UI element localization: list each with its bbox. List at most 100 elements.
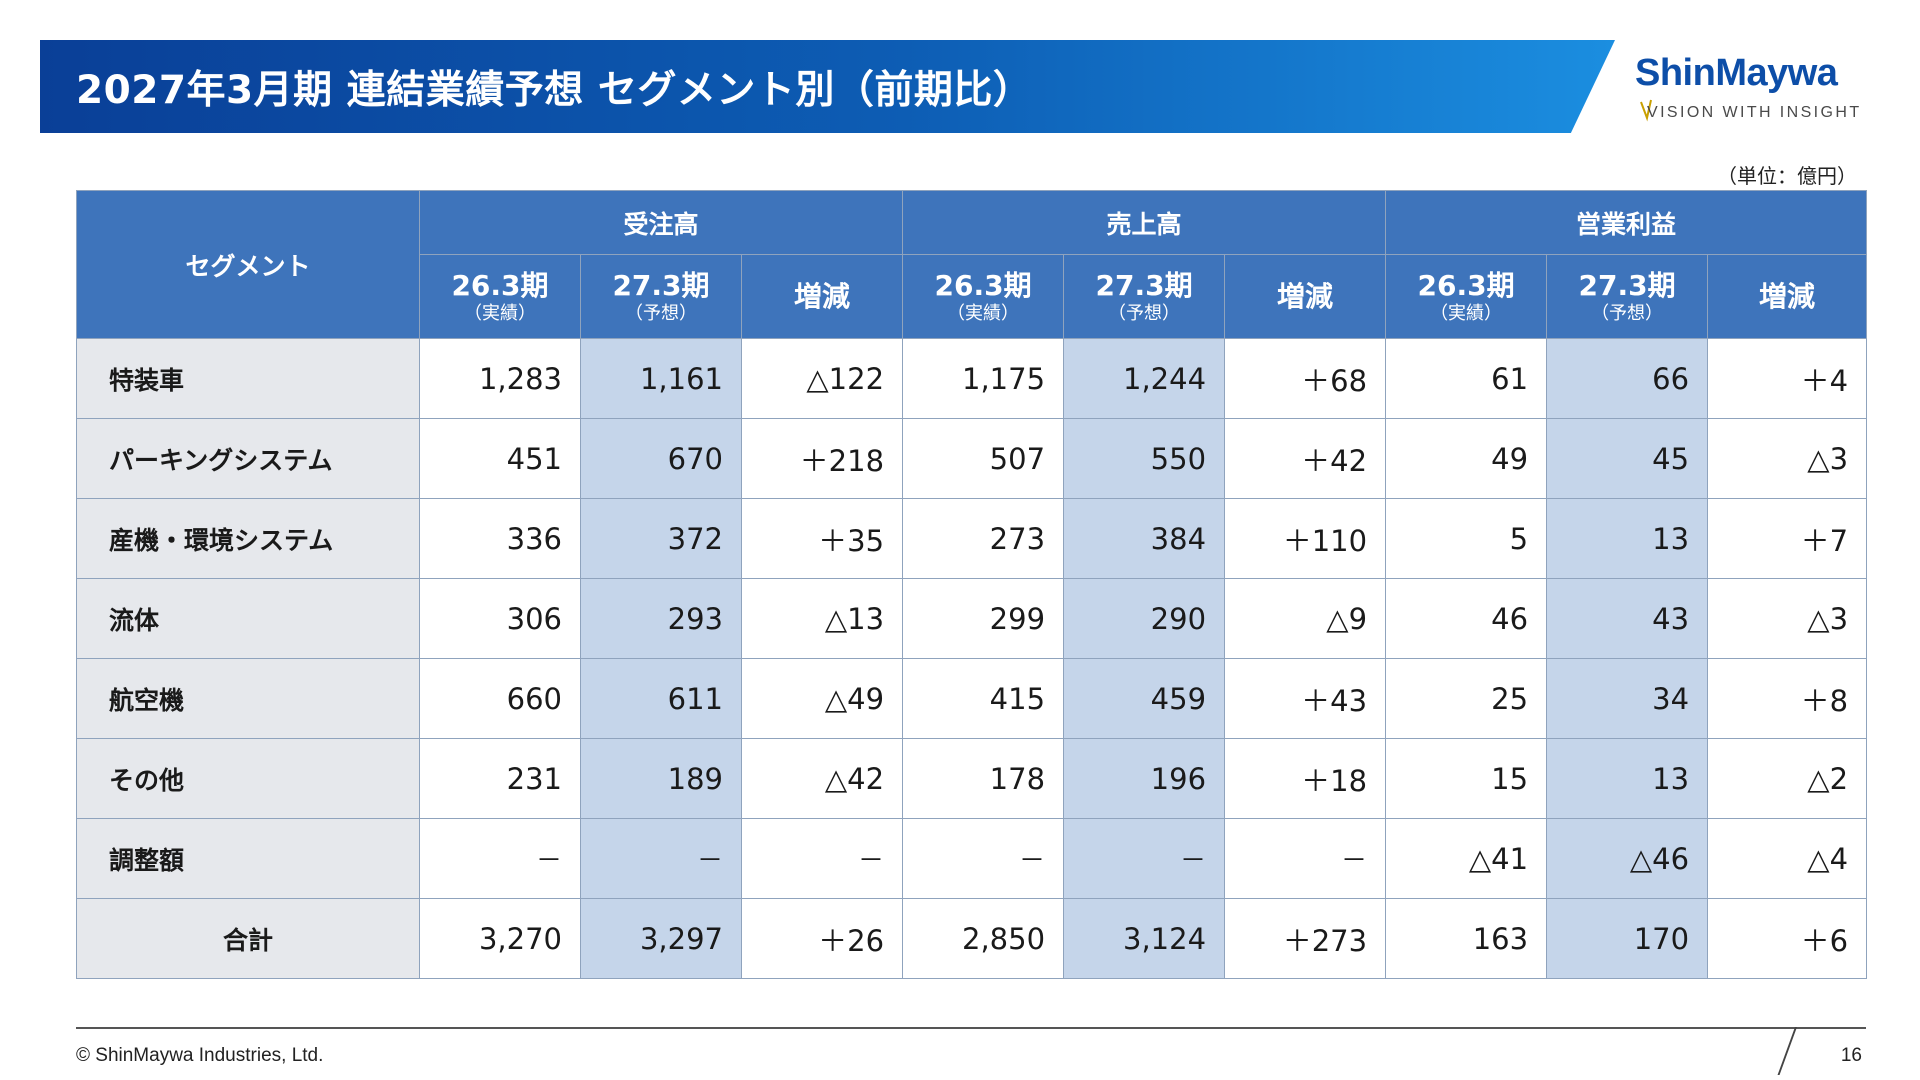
value-cell: △3: [1707, 578, 1868, 659]
value-cell: 1,175: [902, 338, 1065, 419]
value-cell: △13: [740, 578, 904, 659]
sub-header-note: （実績）: [1430, 302, 1503, 324]
sub-header-forecast: 27.3期 （予想）: [580, 254, 742, 339]
company-logo: ShinMaywa VISION WITH INSIGHT: [1635, 52, 1875, 127]
sub-header-forecast: 27.3期 （予想）: [1546, 254, 1709, 339]
sub-header-row: 26.3期 （実績） 27.3期 （予想） 増減 26.3期 （実績） 27.3期 （予想） 増減…: [77, 254, 1868, 339]
value-cell: 13: [1546, 738, 1709, 819]
value-cell: △122: [740, 338, 904, 419]
sub-header-change: 増減: [1224, 254, 1387, 339]
value-cell: 451: [419, 418, 581, 499]
value-cell: 372: [580, 498, 742, 579]
logo-swoosh-icon: [1640, 99, 1652, 122]
value-cell: 178: [902, 738, 1065, 819]
title-band: 2027年3月期 連結業績予想 セグメント別（前期比）: [40, 40, 1615, 133]
value-cell: 459: [1063, 658, 1226, 739]
segment-name-cell: 産機・環境システム: [76, 498, 420, 579]
value-cell: 196: [1063, 738, 1226, 819]
table-row: 調整額－－－－－－ △41 △46 △4: [76, 818, 1868, 899]
value-cell: ＋7: [1707, 498, 1868, 579]
value-cell: 550: [1063, 418, 1226, 499]
value-cell: 189: [580, 738, 742, 819]
value-cell: －: [1224, 818, 1387, 899]
unit-label: （単位：億円）: [1717, 164, 1857, 188]
table-body: 特装車 1,283 1,161 △122 1,175 1,244 ＋68 61 66 ＋4 パーキン…: [76, 338, 1868, 979]
segment-name-cell: その他: [76, 738, 420, 819]
table-header: セグメント 受注高 売上高 営業利益 26.3期 （実績） 27.3期 （予想） 増減 2…: [76, 190, 1868, 339]
footer-divider: [76, 1027, 1866, 1029]
value-cell: －: [580, 818, 742, 899]
value-cell: 25: [1385, 658, 1548, 739]
value-cell: ＋6: [1707, 898, 1868, 979]
value-cell: －: [1063, 818, 1226, 899]
sub-header-note: （予想）: [625, 302, 697, 324]
group-header-sales: 売上高: [902, 190, 1387, 255]
sub-header-period: 増減: [1277, 279, 1334, 313]
value-cell: 5: [1385, 498, 1548, 579]
value-cell: 3,297: [580, 898, 742, 979]
value-cell: 293: [580, 578, 742, 659]
value-cell: 670: [580, 418, 742, 499]
value-cell: △42: [740, 738, 904, 819]
value-cell: ＋42: [1224, 418, 1387, 499]
value-cell: 49: [1385, 418, 1548, 499]
table-row: 合計 3,270 3,297 ＋26 2,850 3,124 ＋273 163 170 ＋6: [76, 898, 1868, 979]
value-cell: 1,244: [1063, 338, 1226, 419]
value-cell: 45: [1546, 418, 1709, 499]
value-cell: △41: [1385, 818, 1548, 899]
sub-header-change: 増減: [740, 254, 904, 339]
value-cell: 61: [1385, 338, 1548, 419]
value-cell: ＋218: [740, 418, 904, 499]
sub-header-note: （実績）: [947, 302, 1020, 324]
group-header-operating-income: 営業利益: [1385, 190, 1868, 255]
value-cell: △3: [1707, 418, 1868, 499]
sub-header-note: （予想）: [1108, 302, 1181, 324]
value-cell: △4: [1707, 818, 1868, 899]
sub-header-period: 26.3期: [934, 268, 1032, 302]
value-cell: 34: [1546, 658, 1709, 739]
page-number: 16: [1840, 1045, 1862, 1066]
sub-header-note: （実績）: [464, 302, 536, 324]
sub-header-period: 27.3期: [1578, 268, 1676, 302]
value-cell: ＋68: [1224, 338, 1387, 419]
table-row: 流体 306 293 △13 299 290 △9 46 43 △3: [76, 578, 1868, 659]
segment-forecast-table: セグメント 受注高 売上高 営業利益 26.3期 （実績） 27.3期 （予想） 増減 2…: [76, 190, 1868, 979]
value-cell: ＋43: [1224, 658, 1387, 739]
value-cell: 273: [902, 498, 1065, 579]
value-cell: 415: [902, 658, 1065, 739]
value-cell: 3,124: [1063, 898, 1226, 979]
value-cell: －: [419, 818, 581, 899]
value-cell: ＋273: [1224, 898, 1387, 979]
value-cell: ＋110: [1224, 498, 1387, 579]
value-cell: 306: [419, 578, 581, 659]
logo-tagline: VISION WITH INSIGHT: [1647, 104, 1862, 121]
value-cell: △46: [1546, 818, 1709, 899]
sub-header-actual: 26.3期 （実績）: [419, 254, 581, 339]
segment-name-cell: 流体: [76, 578, 420, 659]
value-cell: 3,270: [419, 898, 581, 979]
sub-header-actual: 26.3期 （実績）: [1385, 254, 1548, 339]
segment-name-cell: パーキングシステム: [76, 418, 420, 499]
sub-header-period: 27.3期: [1095, 268, 1193, 302]
sub-header-note: （予想）: [1591, 302, 1664, 324]
value-cell: 15: [1385, 738, 1548, 819]
value-cell: 660: [419, 658, 581, 739]
sub-header-period: 27.3期: [612, 268, 710, 302]
value-cell: 384: [1063, 498, 1226, 579]
segment-name-cell: 調整額: [76, 818, 420, 899]
segment-name-cell: 特装車: [76, 338, 420, 419]
value-cell: 611: [580, 658, 742, 739]
segment-column-header: セグメント: [76, 190, 420, 339]
value-cell: 1,283: [419, 338, 581, 419]
value-cell: ＋4: [1707, 338, 1868, 419]
sub-header-forecast: 27.3期 （予想）: [1063, 254, 1226, 339]
value-cell: ＋26: [740, 898, 904, 979]
table-row: その他 231 189 △42 178 196 ＋18 15 13 △2: [76, 738, 1868, 819]
sub-header-period: 増減: [1759, 279, 1816, 313]
logo-wordmark: ShinMaywa: [1635, 52, 1838, 94]
table-row: 特装車 1,283 1,161 △122 1,175 1,244 ＋68 61 66 ＋4: [76, 338, 1868, 419]
table-row: パーキングシステム 451 670 ＋218 507 550 ＋42 49 45 △3: [76, 418, 1868, 499]
copyright-text: © ShinMaywa Industries, Ltd.: [76, 1045, 324, 1066]
value-cell: 170: [1546, 898, 1709, 979]
value-cell: 290: [1063, 578, 1226, 659]
